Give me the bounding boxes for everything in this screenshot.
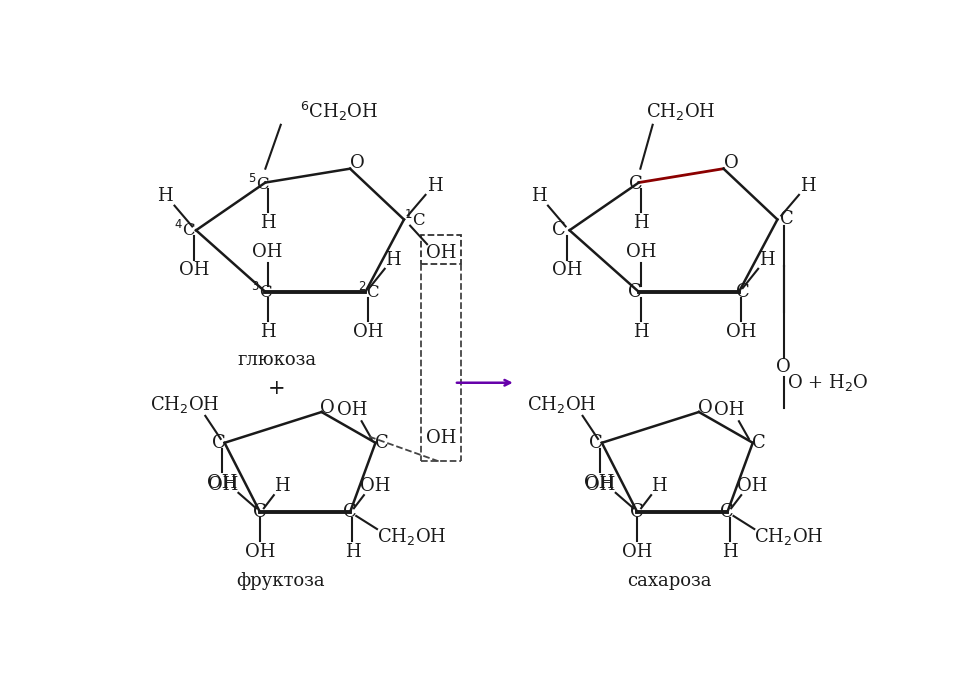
Text: CH$_2$OH: CH$_2$OH <box>647 101 716 122</box>
Text: OH: OH <box>626 243 656 261</box>
Text: O: O <box>724 153 738 172</box>
Text: C: C <box>589 433 602 452</box>
Text: H: H <box>260 214 276 232</box>
Text: C: C <box>551 221 566 239</box>
Text: фруктоза: фруктоза <box>236 572 325 590</box>
Text: C: C <box>629 175 643 193</box>
Text: сахароза: сахароза <box>628 572 711 590</box>
Text: +: + <box>268 379 285 398</box>
Text: C: C <box>211 433 226 452</box>
Text: C: C <box>780 210 793 229</box>
Text: OH: OH <box>337 401 367 420</box>
Text: O: O <box>698 399 712 417</box>
Text: OH: OH <box>178 261 209 280</box>
Text: O: O <box>776 359 790 376</box>
Text: C: C <box>375 433 388 452</box>
Text: $^3$C: $^3$C <box>251 282 273 302</box>
Text: CH$_2$OH: CH$_2$OH <box>149 394 219 415</box>
Text: H: H <box>531 188 547 205</box>
Text: H: H <box>274 477 289 495</box>
Text: $^1$C: $^1$C <box>404 210 425 229</box>
Text: OH: OH <box>552 261 582 280</box>
Text: CH$_2$OH: CH$_2$OH <box>377 526 446 548</box>
Text: OH: OH <box>622 543 653 561</box>
Text: C: C <box>254 503 267 521</box>
Text: H: H <box>427 177 442 194</box>
Text: H: H <box>633 323 649 341</box>
Text: CH$_2$OH: CH$_2$OH <box>754 526 824 548</box>
Text: H: H <box>759 251 774 269</box>
Text: C: C <box>343 503 357 521</box>
Text: $^5$C: $^5$C <box>249 174 270 194</box>
Text: OH: OH <box>253 243 282 261</box>
Text: $^4$C: $^4$C <box>174 221 196 240</box>
Text: OH: OH <box>726 323 757 341</box>
Text: H: H <box>800 177 816 194</box>
Text: $^2$C: $^2$C <box>359 282 380 302</box>
Text: H: H <box>260 323 276 341</box>
Text: H: H <box>344 543 361 561</box>
Text: H: H <box>157 188 174 205</box>
Text: OH: OH <box>585 476 615 494</box>
Text: C: C <box>736 283 750 301</box>
Text: H: H <box>386 251 401 269</box>
Text: OH: OH <box>245 543 275 561</box>
Text: CH$_2$OH: CH$_2$OH <box>527 394 597 415</box>
Text: H: H <box>633 214 649 232</box>
Text: OH: OH <box>426 429 456 447</box>
Text: OH: OH <box>353 323 383 341</box>
Text: O + H$_2$O: O + H$_2$O <box>787 372 869 393</box>
Text: глюкоза: глюкоза <box>237 350 316 369</box>
Text: OH: OH <box>736 477 767 495</box>
Text: OH: OH <box>207 474 237 492</box>
Text: O: O <box>320 399 335 417</box>
Text: OH: OH <box>426 245 456 262</box>
Text: C: C <box>630 503 644 521</box>
Text: C: C <box>720 503 735 521</box>
Text: H: H <box>722 543 737 561</box>
Text: H: H <box>651 477 667 495</box>
Text: O: O <box>350 153 365 172</box>
Text: $^6$CH$_2$OH: $^6$CH$_2$OH <box>300 100 378 123</box>
Text: C: C <box>629 283 642 301</box>
Text: OH: OH <box>584 474 615 492</box>
Text: OH: OH <box>714 401 745 420</box>
Text: OH: OH <box>360 477 389 495</box>
Text: OH: OH <box>208 476 238 494</box>
Text: C: C <box>752 433 765 452</box>
Bar <box>421 235 461 264</box>
